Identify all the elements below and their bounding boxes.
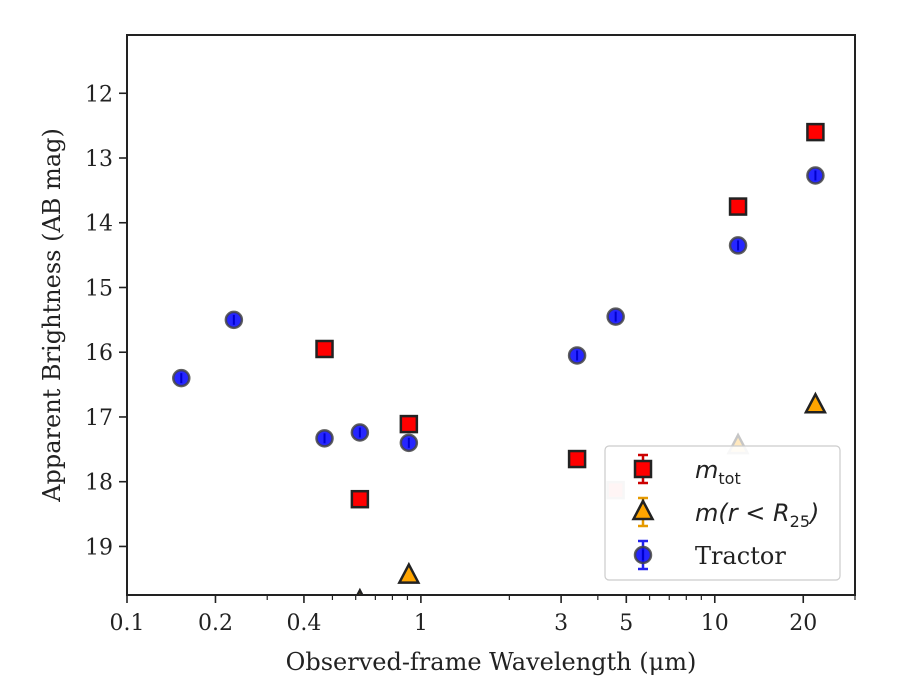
- tractor-point: [350, 423, 370, 442]
- tractor-point: [806, 166, 825, 185]
- y-tick-label: 16: [85, 341, 113, 366]
- legend-box: [604, 445, 841, 581]
- mr25-point: [397, 561, 421, 584]
- x-tick-label: 0.2: [198, 611, 233, 636]
- legend-entry-label: m(r < R25): [695, 499, 819, 531]
- mtot-point: [350, 489, 370, 509]
- tractor-point: [224, 310, 244, 330]
- y-tick-label: 19: [85, 535, 113, 560]
- y-tick-label: 15: [85, 276, 113, 301]
- x-tick-label: 10: [701, 611, 729, 636]
- y-tick-label: 14: [85, 212, 113, 237]
- tractor-point: [315, 429, 334, 448]
- y-tick-label: 12: [85, 82, 113, 107]
- legend-entry-label: mtot: [695, 456, 741, 488]
- mr25-point: [356, 587, 364, 595]
- x-tick-label: 3: [554, 611, 568, 636]
- x-tick-label: 20: [789, 611, 817, 636]
- y-tick-label: 13: [85, 147, 113, 172]
- plot-frame: [126, 34, 856, 596]
- tractor-point: [606, 307, 625, 326]
- tractor-point: [567, 346, 587, 365]
- tractor-point: [399, 433, 419, 453]
- legend-marker-circle: [633, 545, 653, 565]
- mtot-point: [806, 122, 825, 142]
- tractor-point: [728, 236, 748, 255]
- y-axis-label: Apparent Brightness (AB mag): [38, 128, 66, 503]
- mtot-point: [728, 197, 748, 216]
- mtot-point: [567, 449, 587, 469]
- x-tick-label: 5: [619, 611, 633, 636]
- mtot-point: [315, 339, 334, 359]
- tractor-point: [172, 368, 191, 388]
- legend-marker-triangle: [631, 498, 655, 521]
- x-tick-label: 0.1: [110, 611, 145, 636]
- mr25-point: [803, 391, 827, 414]
- y-tick-label: 17: [85, 406, 113, 431]
- legend-entry-label: Tractor: [695, 542, 786, 570]
- y-tick-label: 18: [85, 471, 113, 496]
- legend: mtot m(r < R25) Tractor: [604, 445, 841, 581]
- legend-marker-square: [633, 459, 653, 479]
- mtot-point: [399, 414, 419, 434]
- x-tick-label: 0.4: [286, 611, 321, 636]
- x-tick-label: 1: [414, 611, 428, 636]
- x-axis-label: Observed-frame Wavelength (μm): [286, 648, 697, 676]
